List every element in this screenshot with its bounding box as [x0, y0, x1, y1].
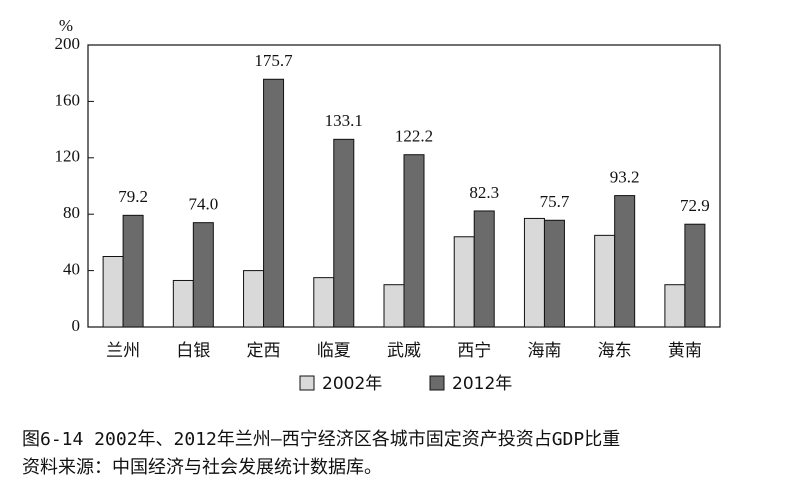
bar [473, 210, 495, 328]
y-unit: % [59, 16, 73, 35]
bar [453, 236, 475, 328]
value-label: 175.7 [254, 51, 293, 70]
x-tick-label: 西宁 [457, 341, 491, 361]
legend-label: 2002年 [322, 374, 382, 394]
y-tick-label: 40 [63, 260, 80, 279]
bar [263, 78, 285, 328]
bar [383, 284, 405, 328]
x-tick-label: 临夏 [317, 341, 351, 361]
bar [172, 279, 194, 328]
bar [403, 154, 425, 328]
value-label: 122.2 [395, 127, 433, 146]
bar [122, 214, 144, 328]
value-label: 93.2 [610, 167, 640, 186]
x-tick-label: 白银 [176, 341, 210, 361]
source-note: 资料来源：中国经济与社会发展统计数据库。 [22, 457, 382, 478]
bar [102, 256, 124, 328]
x-tick-label: 兰州 [106, 341, 140, 361]
bar [614, 195, 636, 328]
figure-caption: 图6-14 2002年、2012年兰州—西宁经济区各城市固定资产投资占GDP比重 [22, 429, 620, 450]
y-tick-label: 120 [55, 147, 81, 166]
y-tick-label: 0 [72, 316, 81, 335]
bar [192, 222, 214, 328]
x-tick-label: 黄南 [668, 341, 702, 361]
bar [313, 277, 335, 328]
bar [684, 223, 706, 328]
x-tick-label: 海南 [527, 341, 561, 361]
value-label: 79.2 [118, 187, 148, 206]
y-tick-label: 80 [63, 203, 80, 222]
y-tick-label: 200 [55, 34, 81, 53]
y-tick-label: 160 [55, 90, 81, 109]
value-label: 74.0 [188, 195, 218, 214]
bar [543, 219, 565, 328]
bar [243, 270, 265, 328]
value-label: 82.3 [469, 183, 499, 202]
bar [594, 234, 616, 328]
legend-swatch [429, 375, 445, 391]
x-tick-label: 武威 [387, 341, 421, 361]
bar [333, 138, 355, 328]
value-label: 72.9 [680, 196, 710, 215]
x-tick-label: 海东 [598, 341, 632, 361]
legend-label: 2012年 [452, 374, 512, 394]
legend-swatch [299, 375, 315, 391]
value-label: 75.7 [540, 192, 570, 211]
bar [664, 284, 686, 328]
value-label: 133.1 [325, 111, 363, 130]
bar [523, 217, 545, 328]
x-tick-label: 定西 [247, 341, 281, 361]
